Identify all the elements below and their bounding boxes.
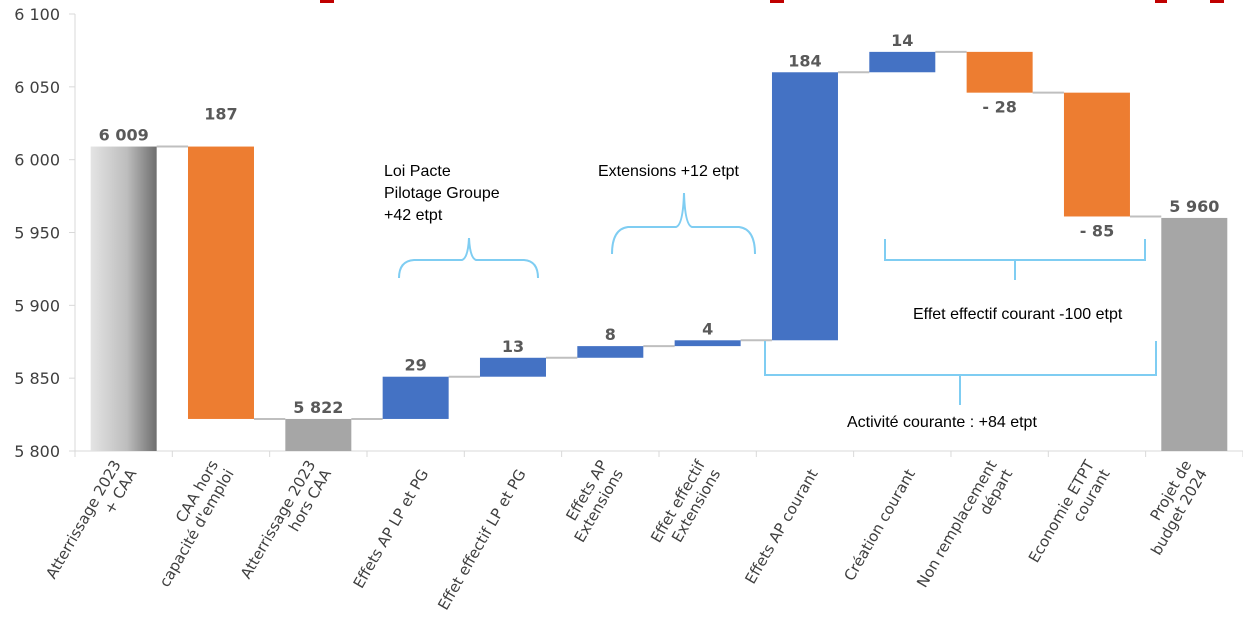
category-label: Effets AP courant (741, 466, 821, 587)
data-label: - 28 (982, 98, 1016, 117)
y-tick-label: 6 050 (14, 78, 60, 97)
category-label: Effets AP LP et PG (350, 466, 433, 591)
x-axis-ticks (74, 451, 1243, 457)
category-label: Atterrissage 2023hors CAA (237, 456, 335, 590)
bar-increase (382, 376, 449, 419)
bracket-effet-courant (884, 239, 1146, 280)
category-label: Effets APExtensions (555, 457, 627, 546)
data-label: 4 (702, 319, 713, 338)
data-labels: 6 009 187 5 822 29 13 8 4 184 14 - 28 - 85 5 960 (99, 31, 1220, 417)
cropped-title-fragment (1155, 0, 1167, 3)
cropped-title-fragment (770, 0, 784, 3)
bar-increase (869, 51, 936, 73)
category-label: Effet effectifExtensions (647, 456, 725, 554)
bar-total-gradient (90, 146, 157, 451)
y-tick-label: 5 850 (14, 369, 60, 388)
annotation-activite-courante: Activité courante : +84 etpt (847, 414, 1037, 431)
data-label: 6 009 (99, 126, 149, 145)
category-label: Economie ETPTcourant (1025, 456, 1114, 574)
data-label: 13 (502, 337, 524, 356)
category-label: Non remplacementdépart (913, 457, 1016, 600)
bar-total (1161, 217, 1228, 451)
y-tick-label: 5 900 (14, 296, 60, 315)
bars (90, 51, 1228, 451)
y-tick-label: 6 000 (14, 151, 60, 170)
bar-increase (577, 346, 644, 358)
data-label: - 85 (1080, 221, 1114, 240)
category-label: CAA horscapacité d'emploi (140, 457, 238, 590)
data-label: 29 (405, 356, 427, 375)
data-label: 184 (788, 51, 821, 70)
data-label: 187 (204, 105, 237, 124)
y-tick-label: 5 800 (14, 442, 60, 461)
bracket-activite-courante (764, 341, 1157, 405)
category-label: Création courant (840, 466, 919, 584)
bar-increase (479, 357, 546, 377)
data-label: 5 822 (293, 398, 343, 417)
data-label: 5 960 (1169, 197, 1219, 216)
data-label: 8 (605, 325, 616, 344)
bar-total (285, 418, 352, 451)
bracket-loi-pacte (398, 237, 539, 279)
annotation-extensions: Extensions +12 etpt (598, 163, 740, 180)
connector-lines (156, 50, 1162, 420)
bar-decrease (1063, 92, 1130, 217)
category-labels: Atterrissage 2023+ CAA CAA horscapacité d… (42, 456, 1211, 613)
bar-decrease (966, 51, 1033, 93)
bar-increase (771, 72, 838, 341)
y-axis-ticks: 6 100 6 050 6 000 5 950 5 900 5 850 5 800 (14, 5, 75, 461)
bracket-extensions (611, 192, 756, 255)
annotation-effet-effectif-courant: Effet effectif courant -100 etpt (913, 306, 1123, 323)
category-label: Atterrissage 2023+ CAA (42, 456, 140, 590)
bar-increase (674, 340, 741, 347)
cropped-title-fragment (320, 0, 334, 3)
category-label: Effet effectif LP et PG (434, 466, 529, 613)
y-tick-label: 5 950 (14, 224, 60, 243)
cropped-title-fragment (1210, 0, 1224, 3)
y-tick-label: 6 100 (14, 5, 60, 24)
data-label: 14 (891, 31, 913, 50)
bar-decrease (187, 146, 254, 419)
category-label: Projet debudget 2024 (1132, 457, 1211, 558)
annotation-loi-pacte: Loi Pacte Pilotage Groupe +42 etpt (384, 163, 504, 224)
